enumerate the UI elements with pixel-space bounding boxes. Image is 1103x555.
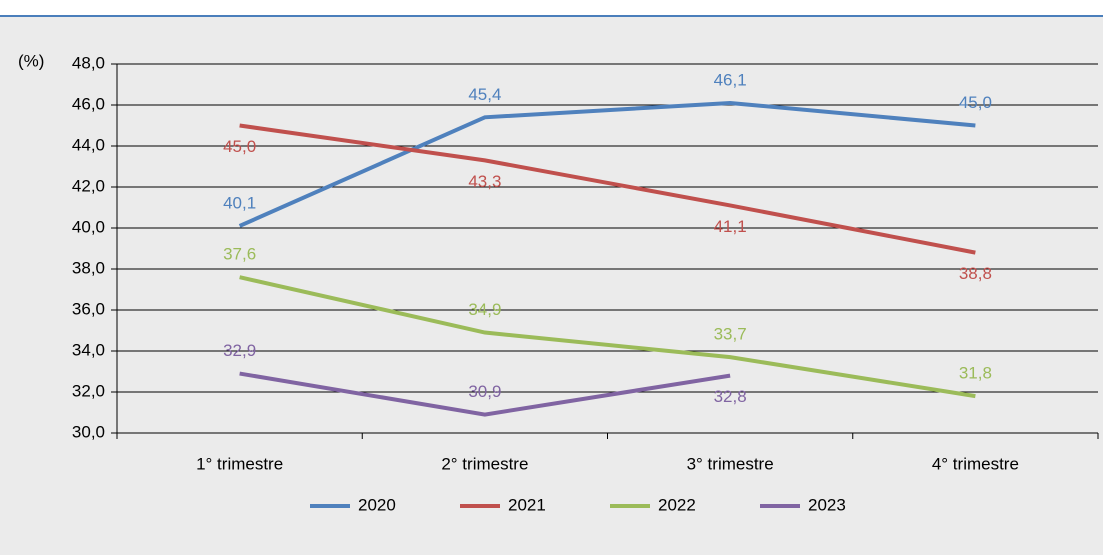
y-tick-label: 38,0 <box>72 258 105 277</box>
y-tick-label: 36,0 <box>72 299 105 318</box>
y-tick-label: 42,0 <box>72 176 105 195</box>
y-tick-label: 44,0 <box>72 135 105 154</box>
legend-label: 2022 <box>658 495 696 514</box>
y-tick-label: 40,0 <box>72 217 105 236</box>
data-label: 30,9 <box>468 382 501 401</box>
data-label: 41,1 <box>714 217 747 236</box>
y-tick-label: 30,0 <box>72 422 105 441</box>
series-line <box>239 123 976 255</box>
data-label: 33,7 <box>714 325 747 344</box>
data-label: 43,3 <box>468 172 501 191</box>
legend-label: 2023 <box>808 495 846 514</box>
chart-background <box>0 17 1103 555</box>
data-label: 32,8 <box>714 387 747 406</box>
data-label: 38,8 <box>959 264 992 283</box>
y-tick-label: 32,0 <box>72 381 105 400</box>
x-tick-label: 4° trimestre <box>932 454 1019 473</box>
y-tick-label: 46,0 <box>72 94 105 113</box>
data-label: 40,1 <box>223 193 256 212</box>
y-unit: (%) <box>18 51 44 70</box>
x-tick-label: 3° trimestre <box>687 454 774 473</box>
legend-label: 2020 <box>358 495 396 514</box>
y-tick-label: 34,0 <box>72 340 105 359</box>
series-line <box>238 100 976 228</box>
data-label: 46,1 <box>714 70 747 89</box>
data-label: 34,9 <box>468 300 501 319</box>
data-label: 45,4 <box>468 85 501 104</box>
data-label: 31,8 <box>959 364 992 383</box>
data-label: 32,9 <box>223 341 256 360</box>
series-line <box>239 275 976 399</box>
data-label: 45,0 <box>959 93 992 112</box>
data-label: 45,0 <box>223 137 256 156</box>
x-tick-label: 2° trimestre <box>441 454 528 473</box>
legend-label: 2021 <box>508 495 546 514</box>
x-tick-label: 1° trimestre <box>196 454 283 473</box>
y-tick-label: 48,0 <box>72 53 105 72</box>
data-label: 37,6 <box>223 245 256 264</box>
series-line <box>239 371 731 417</box>
